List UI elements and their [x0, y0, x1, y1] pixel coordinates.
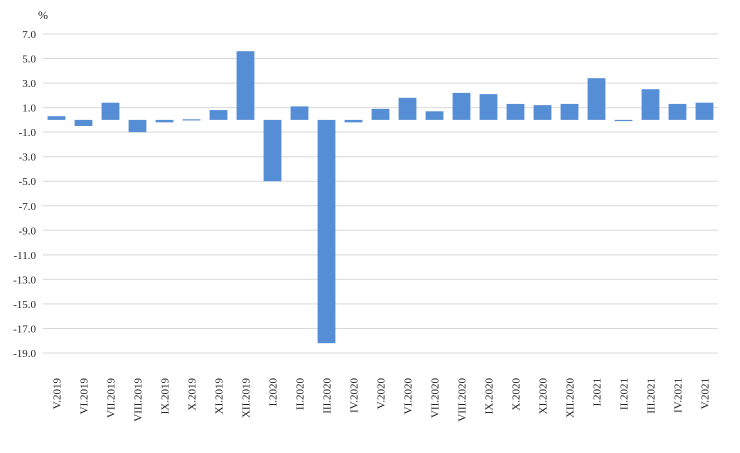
- bar-III.2021: [641, 89, 660, 120]
- bar-IV.2021: [668, 103, 687, 120]
- x-tick-label: III.2021: [646, 378, 658, 414]
- x-tick-label: V.2020: [376, 378, 388, 410]
- x-tick-label: XI.2019: [214, 378, 226, 415]
- bar-I.2021: [587, 78, 606, 120]
- bar-VII.2019: [101, 102, 120, 120]
- y-tick-label: 3.0: [22, 78, 36, 90]
- x-tick-label: XII.2019: [241, 378, 253, 419]
- x-tick-label: I.2020: [268, 378, 280, 407]
- x-tick-label: VI.2019: [79, 378, 91, 415]
- bar-VIII.2020: [452, 92, 471, 120]
- bar-II.2021: [614, 119, 633, 122]
- x-tick-label: VII.2020: [430, 378, 442, 419]
- y-tick-label: -5.0: [19, 176, 37, 188]
- x-tick-label: V.2019: [52, 378, 64, 410]
- y-tick-label: -13.0: [13, 274, 36, 286]
- y-tick-label: 5.0: [22, 54, 36, 66]
- bar-IV.2020: [344, 119, 363, 123]
- bar-II.2020: [290, 106, 309, 120]
- bar-VI.2019: [74, 119, 93, 127]
- bar-X.2020: [506, 103, 525, 120]
- x-tick-label: XI.2020: [538, 378, 550, 415]
- x-tick-label: II.2021: [619, 378, 631, 410]
- x-tick-label: IV.2020: [349, 378, 361, 413]
- x-tick-label: IX.2020: [484, 378, 496, 415]
- x-tick-label: VIII.2019: [133, 378, 145, 422]
- y-tick-label: -9.0: [19, 225, 37, 237]
- bar-VI.2020: [398, 97, 417, 120]
- x-tick-label: II.2020: [295, 378, 307, 411]
- y-tick-label: 7.0: [22, 29, 36, 41]
- x-tick-label: IX.2019: [160, 378, 172, 415]
- bar-X.2019: [182, 119, 201, 121]
- bar-VII.2020: [425, 111, 444, 120]
- bar-XII.2020: [560, 103, 579, 120]
- x-tick-label: I.2021: [592, 378, 604, 406]
- bar-VIII.2019: [128, 119, 147, 133]
- x-tick-label: III.2020: [322, 378, 334, 414]
- bar-IX.2020: [479, 94, 498, 120]
- bar-XI.2020: [533, 105, 552, 120]
- y-tick-label: 1.0: [22, 103, 36, 115]
- x-tick-label: V.2021: [700, 378, 712, 409]
- bar-V.2021: [695, 102, 714, 120]
- y-tick-label: -11.0: [13, 250, 36, 262]
- gridlines: [43, 33, 718, 354]
- y-tick-labels: 7.0 5.0 3.0 1.0 -1.0 -3.0 -5.0 -7.0 -9.0 -11.0 -13…: [13, 29, 36, 360]
- bar-XII.2019: [236, 51, 255, 120]
- y-tick-label: -17.0: [13, 323, 36, 335]
- x-tick-label: XII.2020: [565, 378, 577, 419]
- x-tick-label: IV.2021: [673, 378, 685, 413]
- bar-XI.2019: [209, 110, 228, 120]
- x-tick-label: VI.2020: [403, 378, 415, 415]
- x-tick-label: X.2020: [511, 378, 523, 411]
- bar-IX.2019: [155, 119, 174, 123]
- x-tick-labels: V.2019 VI.2019 VII.2019 VIII.2019 IX.2019 X.2…: [52, 378, 712, 422]
- x-tick-label: VIII.2020: [457, 378, 469, 422]
- bar-V.2019: [47, 116, 66, 120]
- y-tick-label: -7.0: [19, 201, 37, 213]
- y-unit-label: %: [38, 8, 48, 22]
- bar-I.2020: [263, 119, 282, 182]
- bar-III.2020: [317, 119, 336, 344]
- x-tick-label: X.2019: [187, 378, 199, 411]
- y-tick-label: -3.0: [19, 152, 37, 164]
- y-tick-label: -15.0: [13, 299, 36, 311]
- y-tick-label: -19.0: [13, 348, 36, 360]
- bar-V.2020: [371, 108, 390, 120]
- x-tick-label: VII.2019: [106, 378, 118, 419]
- bars: [47, 51, 714, 344]
- y-tick-label: -1.0: [19, 127, 37, 139]
